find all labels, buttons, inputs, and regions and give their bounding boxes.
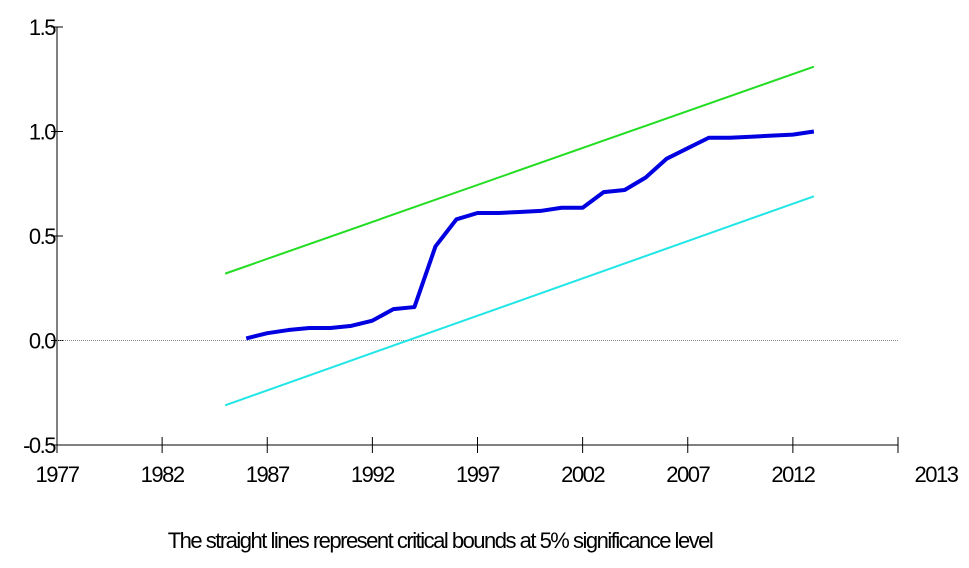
caption: The straight lines represent critical bo…: [168, 528, 713, 553]
x-tick-label: 1977: [36, 462, 80, 487]
series-line: [224, 195, 815, 407]
x-tick-label: 1982: [141, 462, 185, 487]
x-tick-label: 2002: [561, 462, 605, 487]
series-line: [224, 65, 815, 275]
x-tick-label: 1997: [456, 462, 500, 487]
x-tick-label: 1987: [246, 462, 290, 487]
x-tick-label: 2007: [666, 462, 710, 487]
y-tick-label: 1.0: [29, 120, 56, 145]
x-tick-label: 1992: [351, 462, 395, 487]
y-tick-label: -0.5: [23, 433, 56, 458]
y-tick-label: 1.5: [29, 15, 56, 40]
x-axis-end-label: 2013: [915, 462, 959, 487]
y-tick-label: 0.5: [29, 224, 56, 249]
x-tick-label: 2012: [771, 462, 815, 487]
y-tick-label: 0.0: [29, 329, 56, 354]
series-line: [245, 129, 815, 341]
